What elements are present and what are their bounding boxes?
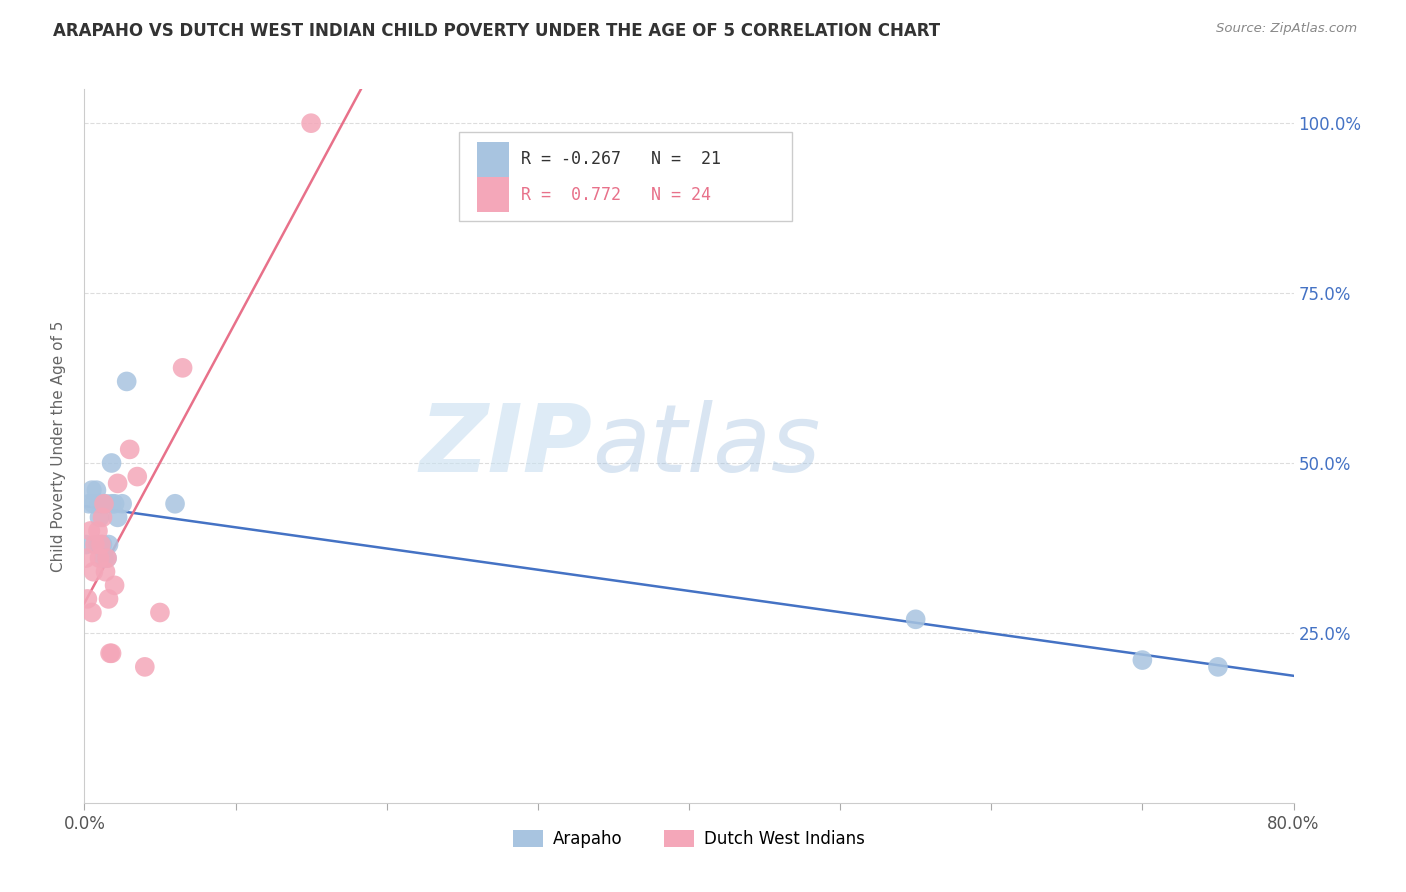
Point <box>96 551 118 566</box>
Point <box>134 660 156 674</box>
Point <box>89 551 111 566</box>
Point <box>87 524 110 538</box>
Point <box>104 497 127 511</box>
Point <box>87 537 110 551</box>
Point <box>77 497 100 511</box>
Point <box>91 510 114 524</box>
Point <box>96 551 118 566</box>
Text: Source: ZipAtlas.com: Source: ZipAtlas.com <box>1216 22 1357 36</box>
Text: ARAPAHO VS DUTCH WEST INDIAN CHILD POVERTY UNDER THE AGE OF 5 CORRELATION CHART: ARAPAHO VS DUTCH WEST INDIAN CHILD POVER… <box>53 22 941 40</box>
Point <box>82 497 104 511</box>
Point <box>76 591 98 606</box>
Text: atlas: atlas <box>592 401 821 491</box>
Point <box>94 565 117 579</box>
FancyBboxPatch shape <box>478 142 509 177</box>
Point <box>115 375 138 389</box>
Point <box>93 551 115 566</box>
FancyBboxPatch shape <box>460 132 792 221</box>
Point <box>91 537 114 551</box>
Point <box>84 537 107 551</box>
Point <box>89 497 111 511</box>
Point <box>97 537 120 551</box>
FancyBboxPatch shape <box>478 178 509 212</box>
Text: R =  0.772   N = 24: R = 0.772 N = 24 <box>520 186 711 203</box>
Point <box>104 578 127 592</box>
Y-axis label: Child Poverty Under the Age of 5: Child Poverty Under the Age of 5 <box>51 320 66 572</box>
Point <box>127 469 149 483</box>
Point <box>1130 653 1153 667</box>
Point <box>118 442 141 457</box>
Point <box>100 646 122 660</box>
Point <box>82 565 104 579</box>
Point <box>94 497 117 511</box>
Point <box>80 483 103 498</box>
Point <box>75 551 97 566</box>
Point <box>90 537 112 551</box>
Point <box>79 524 101 538</box>
Point <box>97 591 120 606</box>
Point <box>75 537 97 551</box>
Point <box>1206 660 1229 674</box>
Point <box>149 606 172 620</box>
Legend: Arapaho, Dutch West Indians: Arapaho, Dutch West Indians <box>506 823 872 855</box>
Point <box>89 510 111 524</box>
Point <box>93 497 115 511</box>
Point <box>100 456 122 470</box>
Point <box>165 497 187 511</box>
Point <box>80 606 103 620</box>
Point <box>172 360 194 375</box>
Point <box>86 483 108 498</box>
Text: R = -0.267   N =  21: R = -0.267 N = 21 <box>520 150 721 168</box>
Point <box>111 497 134 511</box>
Point <box>107 476 129 491</box>
Point <box>107 510 129 524</box>
Text: ZIP: ZIP <box>419 400 592 492</box>
Point <box>904 612 927 626</box>
Point <box>98 646 121 660</box>
Point <box>299 116 322 130</box>
Point <box>100 497 122 511</box>
